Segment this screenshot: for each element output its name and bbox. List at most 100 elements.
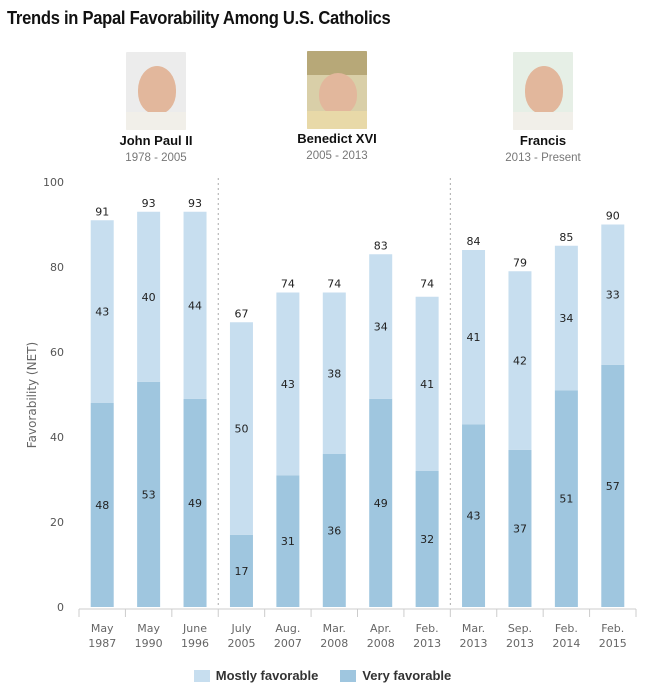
legend-swatch <box>340 669 357 682</box>
y-tick-label: 60 <box>50 346 64 359</box>
data-label-mostly-favorable: 50 <box>234 423 248 436</box>
legend-label: Mostly favorable <box>215 668 319 683</box>
bar-mostly-favorable <box>601 224 625 365</box>
x-tick-label-year: 2013 <box>506 637 534 650</box>
data-label-total: 93 <box>188 197 202 210</box>
john-paul-ii-photo <box>126 52 186 130</box>
x-tick-label-month: Feb. <box>601 622 624 635</box>
bar-very-favorable <box>601 364 625 607</box>
bar-mostly-favorable <box>322 292 346 454</box>
data-label-mostly-favorable: 41 <box>467 331 481 344</box>
bar-very-favorable <box>462 424 486 607</box>
x-tick-label-month: Mar. <box>462 622 485 635</box>
x-tick-label-month: May <box>91 622 114 635</box>
bar-mostly-favorable <box>508 271 532 450</box>
francis-photo <box>513 52 573 130</box>
legend-item-very-favorable: Very favorable <box>340 668 451 683</box>
bar-very-favorable <box>183 398 207 607</box>
data-label-very-favorable: 31 <box>281 535 295 548</box>
pope-years: 1978 - 2005 <box>125 152 187 164</box>
data-label-mostly-favorable: 34 <box>559 312 573 325</box>
bar-very-favorable <box>415 471 439 607</box>
data-label-total: 85 <box>559 231 573 244</box>
bar-mostly-favorable <box>369 254 393 399</box>
x-tick-label-year: 2015 <box>599 637 627 650</box>
bar-mostly-favorable <box>276 292 300 476</box>
x-tick-label-month: May <box>137 622 160 635</box>
x-tick-label-year: 1996 <box>181 637 209 650</box>
x-tick-label-year: 2013 <box>460 637 488 650</box>
pope-name: Francis <box>519 133 567 148</box>
data-label-very-favorable: 49 <box>188 497 202 510</box>
x-tick-label-year: 2013 <box>413 637 441 650</box>
data-label-very-favorable: 32 <box>420 533 434 546</box>
x-tick-label-month: June <box>182 622 207 635</box>
bar-very-favorable <box>137 381 161 607</box>
data-label-very-favorable: 53 <box>142 488 156 501</box>
chart-title: Trends in Papal Favorability Among U.S. … <box>7 8 391 28</box>
data-label-very-favorable: 57 <box>606 480 620 493</box>
data-label-total: 79 <box>513 256 527 269</box>
data-label-mostly-favorable: 38 <box>327 367 341 380</box>
data-label-total: 74 <box>327 278 341 291</box>
data-label-total: 74 <box>420 278 434 291</box>
x-tick-label-month: Sep. <box>508 622 532 635</box>
bar-very-favorable <box>369 398 393 607</box>
legend-item-mostly-favorable: Mostly favorable <box>193 668 319 683</box>
bar-very-favorable <box>276 475 300 607</box>
data-label-very-favorable: 36 <box>327 525 341 538</box>
bar-very-favorable <box>508 449 532 607</box>
y-tick-label: 20 <box>50 516 64 529</box>
legend-swatch <box>193 669 210 682</box>
data-label-total: 67 <box>234 307 248 320</box>
x-tick-label-year: 2005 <box>227 637 255 650</box>
pope-francis: Francis 2013 - Present <box>483 52 603 164</box>
y-tick-label: 0 <box>57 601 64 614</box>
bar-mostly-favorable <box>183 211 207 399</box>
data-label-mostly-favorable: 41 <box>420 378 434 391</box>
bar-mostly-favorable <box>554 245 578 391</box>
bar-very-favorable <box>90 403 114 607</box>
data-label-very-favorable: 17 <box>234 565 248 578</box>
x-tick-label-month: Feb. <box>555 622 578 635</box>
x-tick-label-year: 2014 <box>552 637 580 650</box>
y-tick-label: 40 <box>50 431 64 444</box>
bar-very-favorable <box>322 454 346 607</box>
pope-john-paul-ii: John Paul II 1978 - 2005 <box>96 52 216 164</box>
data-label-total: 93 <box>142 197 156 210</box>
pope-years: 2013 - Present <box>505 152 581 164</box>
x-tick-label-year: 2007 <box>274 637 302 650</box>
y-axis-label: Favorability (NET) <box>25 342 39 448</box>
legend-label: Very favorable <box>362 668 452 683</box>
data-label-total: 83 <box>374 239 388 252</box>
data-label-total: 91 <box>95 205 109 218</box>
data-label-mostly-favorable: 43 <box>281 378 295 391</box>
bar-mostly-favorable <box>415 296 439 471</box>
y-tick-label: 80 <box>50 261 64 274</box>
x-tick-label-month: Aug. <box>275 622 300 635</box>
pope-name: John Paul II <box>119 133 193 148</box>
data-label-very-favorable: 37 <box>513 522 527 535</box>
data-label-very-favorable: 48 <box>95 499 109 512</box>
pope-years: 2005 - 2013 <box>306 150 368 162</box>
data-label-mostly-favorable: 40 <box>142 291 156 304</box>
bar-very-favorable <box>229 534 253 607</box>
pope-benedict-xvi: Benedict XVI 2005 - 2013 <box>277 51 397 162</box>
bar-mostly-favorable <box>229 322 253 535</box>
data-label-mostly-favorable: 34 <box>374 321 388 334</box>
data-label-very-favorable: 43 <box>467 510 481 523</box>
y-tick-label: 100 <box>43 176 64 189</box>
data-label-mostly-favorable: 44 <box>188 299 202 312</box>
bar-very-favorable <box>554 390 578 607</box>
x-tick-label-year: 2008 <box>320 637 348 650</box>
x-tick-label-year: 1990 <box>135 637 163 650</box>
data-label-total: 74 <box>281 278 295 291</box>
bar-mostly-favorable <box>462 250 486 425</box>
stacked-bar-chart: Favorability (NET) 0 20 40 60 80 100 48 43 91 53 4… <box>25 176 637 650</box>
legend: Mostly favorable Very favorable <box>0 668 645 683</box>
data-label-mostly-favorable: 42 <box>513 355 527 368</box>
data-label-total: 84 <box>467 235 481 248</box>
x-tick-label-month: Feb. <box>416 622 439 635</box>
pope-name: Benedict XVI <box>297 131 377 146</box>
bar-mostly-favorable <box>137 211 161 382</box>
